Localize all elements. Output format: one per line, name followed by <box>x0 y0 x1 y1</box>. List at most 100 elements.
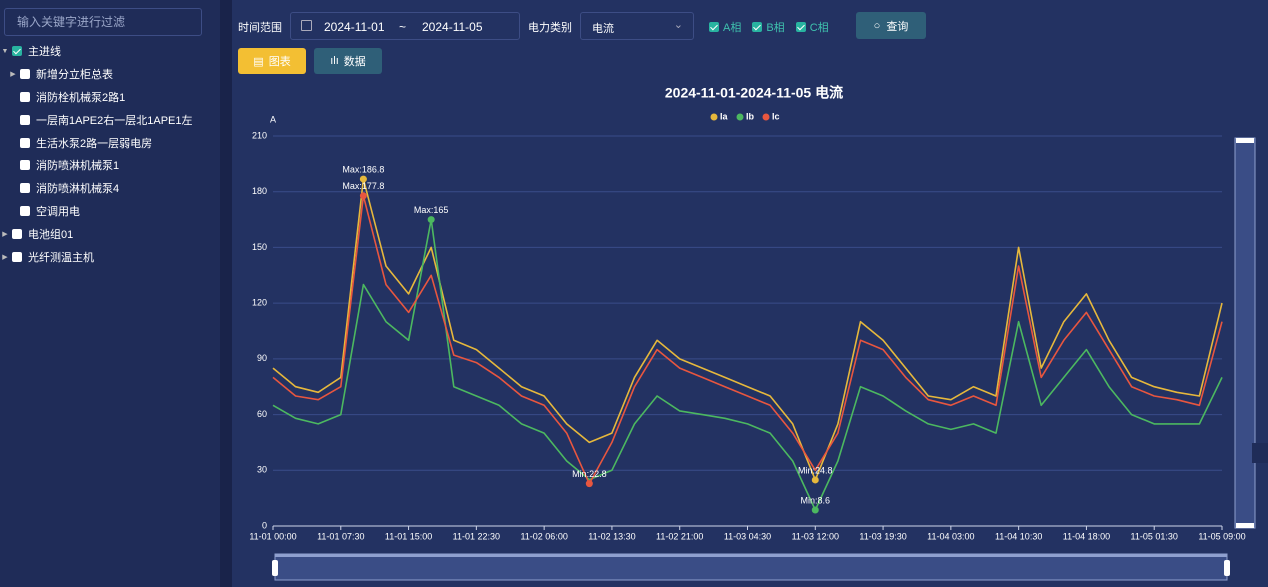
series-line <box>272 218 1223 511</box>
x-tick-label: 11-04 10:30 <box>995 531 1042 541</box>
legend-dot <box>762 113 770 121</box>
phase-check[interactable]: A相 <box>709 19 741 35</box>
node-label: 生活水泵2路一层弱电房 <box>36 137 153 150</box>
series-line <box>272 195 1223 485</box>
y-tick-label: 180 <box>252 186 267 196</box>
time-label: 时间范围 <box>238 22 282 34</box>
x-tick-label: 11-03 19:30 <box>859 531 906 541</box>
legend-label: Ib <box>746 111 755 121</box>
tree-node[interactable]: 消防栓机械泵2路1 <box>0 86 220 109</box>
checkbox[interactable] <box>20 137 30 148</box>
checkbox[interactable] <box>20 205 30 216</box>
tree-node[interactable]: ▼ 主进线 <box>0 40 220 63</box>
mark-point <box>811 506 819 514</box>
node-label: 光纤测温主机 <box>28 251 94 264</box>
legend-label: Ia <box>720 111 729 121</box>
expand-arrow: ▶ <box>2 253 8 261</box>
chart-tab[interactable]: ▤ 图表 <box>238 48 306 74</box>
checkbox[interactable] <box>12 46 22 57</box>
tree: ▼ 主进线 ▶ 新增分立柜总表消防栓机械泵2路1 一层南1APE2右一层北1APE1左生… <box>0 40 220 268</box>
query-button[interactable]: ○ 查询 <box>856 12 926 39</box>
query-text: 查询 <box>886 20 909 33</box>
series-line <box>272 178 1223 481</box>
phase-label: A相 <box>723 22 742 34</box>
y-tick-label: 210 <box>252 130 267 140</box>
zoom-handle-right[interactable] <box>1224 560 1230 576</box>
tree-node[interactable]: 一层南1APE2右一层北1APE1左 <box>0 108 220 131</box>
legend-label: Ic <box>772 111 780 121</box>
tree-node[interactable]: 消防喷淋机械泵1 <box>0 154 220 177</box>
x-tick-label: 11-02 06:00 <box>520 531 567 541</box>
zoom-handle-left[interactable] <box>272 560 278 576</box>
y-axis-label: A <box>270 114 276 124</box>
x-tick-label: 11-02 13:30 <box>588 531 635 541</box>
mark-point-label: Max:186.8 <box>342 164 384 174</box>
phase-check[interactable]: B相 <box>752 19 785 35</box>
checkbox[interactable] <box>20 160 30 171</box>
mark-point <box>811 476 819 484</box>
phase-check[interactable]: C相 <box>795 19 829 35</box>
tree-node[interactable]: 生活水泵2路一层弱电房 <box>0 131 220 154</box>
checkbox[interactable] <box>20 69 30 80</box>
y-zoom-slider[interactable] <box>1234 137 1256 529</box>
checkbox <box>795 22 806 32</box>
x-tick-label: 11-04 18:00 <box>1063 531 1110 541</box>
tree-node[interactable]: 空调用电 <box>0 200 220 223</box>
select-arrow: ⌄ <box>673 19 683 31</box>
settings-tab[interactable] <box>1252 443 1268 463</box>
start-date: 2024-11-01 <box>324 20 385 34</box>
checkbox[interactable] <box>20 183 30 194</box>
mark-point-label: Min:22.8 <box>572 469 607 479</box>
y-tick-label: 60 <box>257 409 267 419</box>
y-zoom-handle-top[interactable] <box>1236 138 1254 143</box>
checkbox[interactable] <box>20 114 30 125</box>
x-tick-label: 11-04 03:00 <box>927 531 974 541</box>
range-separator: ~ <box>399 20 407 34</box>
mark-point <box>359 192 367 200</box>
node-label: 主进线 <box>28 46 61 59</box>
zoom-handle-bar <box>275 554 1227 557</box>
node-label: 消防喷淋机械泵4 <box>36 183 120 196</box>
tree-node[interactable]: ▶ 电池组01 <box>0 222 220 245</box>
x-tick-label: 11-01 00:00 <box>249 531 296 541</box>
x-tick-label: 11-03 04:30 <box>724 531 771 541</box>
x-tick-label: 11-03 12:00 <box>792 531 839 541</box>
y-zoom-handle-bottom[interactable] <box>1236 523 1254 528</box>
mark-point <box>585 480 593 488</box>
y-tick-label: 0 <box>262 520 267 530</box>
legend-dot <box>736 113 744 121</box>
mark-point-label: Max:177.8 <box>342 181 384 191</box>
zoom-slider[interactable] <box>274 553 1228 581</box>
x-tick-label: 11-05 09:00 <box>1198 531 1245 541</box>
node-label: 消防栓机械泵2路1 <box>36 91 126 104</box>
expand-arrow: ▶ <box>10 71 16 79</box>
x-tick-label: 11-01 15:00 <box>385 531 432 541</box>
checkbox[interactable] <box>20 91 30 102</box>
tree-node[interactable]: 消防喷淋机械泵4 <box>0 177 220 200</box>
tree-node[interactable]: ▶ 光纤测温主机 <box>0 245 220 268</box>
checkbox[interactable] <box>12 251 22 262</box>
category-label: 电力类别 <box>528 22 572 34</box>
phase-label: C相 <box>809 22 829 34</box>
data-tab-text: 数据 <box>343 56 366 68</box>
category-select[interactable]: 电流 ⌄ <box>580 12 694 40</box>
expand-arrow: ▼ <box>1 47 9 55</box>
y-tick-label: 90 <box>257 353 267 363</box>
category-value: 电流 <box>592 23 614 35</box>
mark-point-label: Min:24.8 <box>798 465 833 475</box>
node-label: 电池组01 <box>28 228 74 241</box>
y-tick-label: 120 <box>252 298 267 308</box>
mark-point <box>359 175 367 183</box>
checkbox[interactable] <box>12 228 22 239</box>
chart-title: 2024-11-01-2024-11-05 电流 <box>665 85 843 101</box>
data-tab[interactable]: ılı 数据 <box>314 48 382 74</box>
node-label: 一层南1APE2右一层北1APE1左 <box>36 114 193 127</box>
filter-input[interactable]: 输入关键字进行过滤 <box>4 8 202 36</box>
x-tick-label: 11-01 22:30 <box>453 531 500 541</box>
end-date: 2024-11-05 <box>422 20 483 34</box>
date-range[interactable]: 2024-11-01 ~ 2024-11-05 <box>290 12 520 40</box>
toolbar: 时间范围 2024-11-01 ~ 2024-11-05 电力类别 电流 ⌄ A… <box>232 0 1268 80</box>
tree-node[interactable]: ▶ 新增分立柜总表 <box>0 63 220 86</box>
mark-point <box>427 216 435 224</box>
